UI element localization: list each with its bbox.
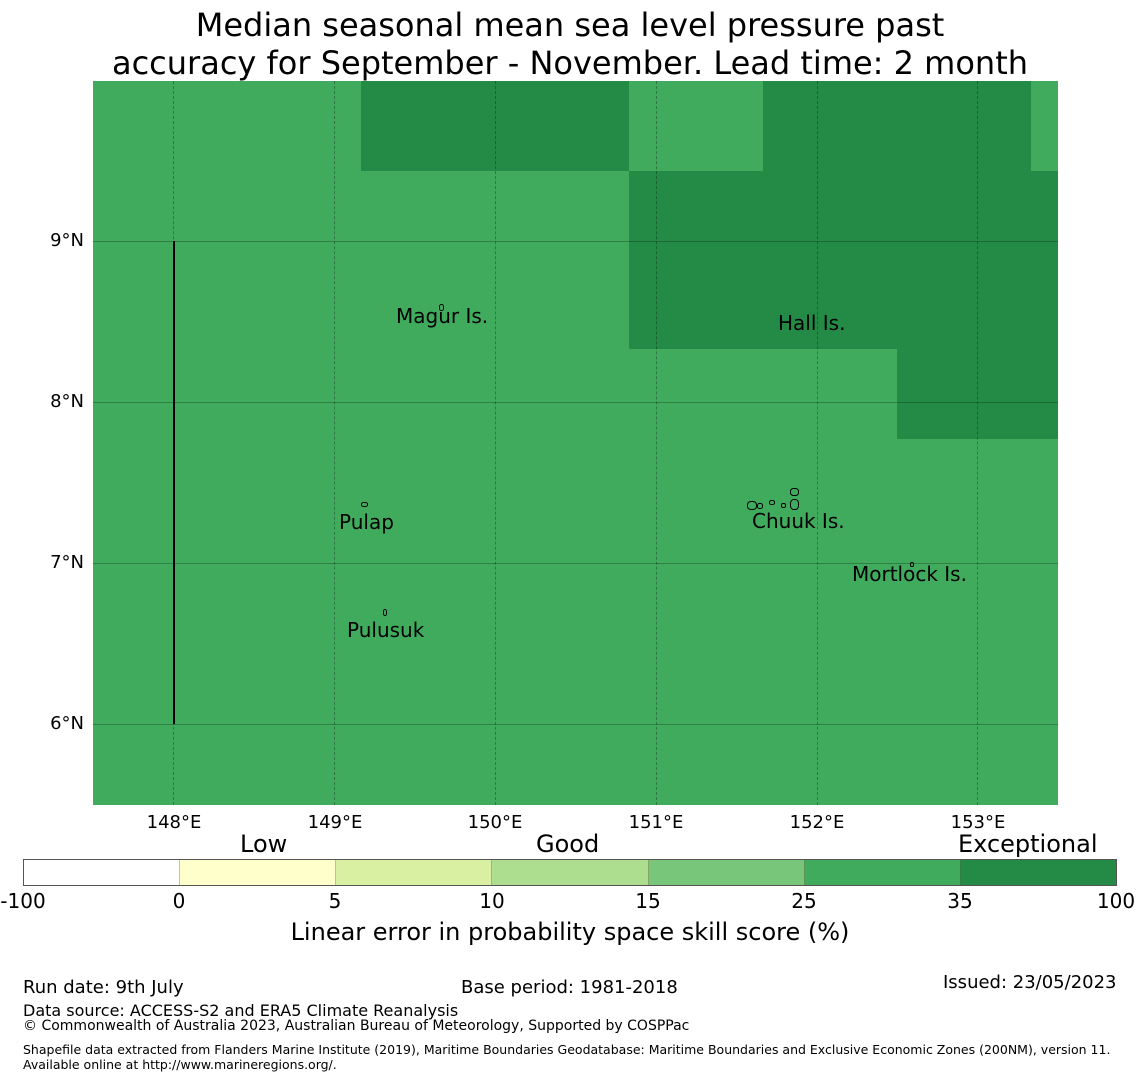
- shapefile-credit: Shapefile data extracted from Flanders M…: [23, 1042, 1111, 1072]
- lat-label-7n: 7°N: [50, 552, 84, 573]
- exceptional-region-right: [897, 349, 1058, 439]
- colorbar-segment-4: [492, 860, 649, 885]
- islet-mortlock: [910, 562, 914, 567]
- lon-label-152e: 152°E: [789, 812, 845, 833]
- lat-label-8n: 8°N: [50, 391, 84, 412]
- islet-magur: [439, 304, 444, 311]
- colorbar-segment-3: [336, 860, 493, 885]
- colorbar-tick-8: 100: [1096, 889, 1136, 913]
- place-label-pulap: Pulap: [339, 510, 394, 534]
- lon-label-151e: 151°E: [628, 812, 684, 833]
- place-label-chuuk: Chuuk Is.: [752, 509, 845, 533]
- gridline-6n: [93, 724, 1058, 725]
- colorbar-tick-3: 5: [328, 889, 342, 913]
- lon-label-149e: 149°E: [307, 812, 363, 833]
- gridline-149e: [334, 81, 335, 805]
- lat-label-9n: 9°N: [50, 230, 84, 251]
- colorbar-tick-7: 35: [947, 889, 973, 913]
- islet-pulap: [361, 502, 368, 507]
- place-label-mortlock: Mortlock Is.: [852, 562, 967, 586]
- colorbar-segment-2: [180, 860, 337, 885]
- colorbar-tick-5: 15: [635, 889, 661, 913]
- place-label-magur: Magur Is.: [396, 304, 489, 328]
- copyright-notice: © Commonwealth of Australia 2023, Austra…: [23, 1018, 690, 1034]
- title-line-2: accuracy for September - November. Lead …: [111, 44, 1029, 82]
- gridline-152e: [817, 81, 818, 805]
- issued-date: Issued: 23/05/2023: [943, 972, 1117, 993]
- place-label-pulusuk: Pulusuk: [347, 618, 425, 642]
- islet-chuuk-3: [757, 503, 763, 509]
- islet-chuuk-6: [790, 499, 799, 510]
- islet-pulusuk: [383, 609, 387, 616]
- gridline-7n: [93, 563, 1058, 564]
- exceptional-region-top-left: [361, 81, 629, 171]
- islet-chuuk-2: [747, 501, 757, 510]
- skill-map: Magur Is. Hall Is. Pulap Chuuk Is. Mortl…: [93, 81, 1058, 805]
- data-source: Data source: ACCESS-S2 and ERA5 Climate …: [23, 1001, 459, 1020]
- lat-label-6n: 6°N: [50, 713, 84, 734]
- colorbar-tick-2: 0: [172, 889, 186, 913]
- colorbar-category-good: Good: [536, 830, 600, 858]
- gridline-8n: [93, 402, 1058, 403]
- islet-chuuk-5: [781, 503, 786, 508]
- base-period: Base period: 1981-2018: [461, 977, 678, 998]
- islet-chuuk-4: [769, 500, 775, 505]
- colorbar-tick-1: -100: [0, 889, 46, 913]
- colorbar-tick-6: 25: [791, 889, 817, 913]
- title-line-1: Median seasonal mean sea level pressure …: [195, 6, 945, 44]
- colorbar-segment-6: [804, 860, 961, 885]
- skill-score-colorbar: [23, 859, 1117, 886]
- run-date: Run date: 9th July: [23, 977, 184, 998]
- exceptional-region-top-right: [763, 81, 1031, 171]
- map-title: Median seasonal mean sea level pressure …: [0, 6, 1140, 82]
- colorbar-category-exceptional: Exceptional: [958, 830, 1098, 858]
- colorbar-segment-1: [24, 860, 181, 885]
- lon-label-148e: 148°E: [146, 812, 202, 833]
- gridline-151e: [656, 81, 657, 805]
- gridline-150e: [495, 81, 496, 805]
- exceptional-region-center-right: [629, 171, 1058, 349]
- colorbar-axis-label: Linear error in probability space skill …: [290, 918, 850, 946]
- maritime-boundary-line: [173, 241, 175, 724]
- gridline-9n: [93, 241, 1058, 242]
- colorbar-segment-7: [960, 860, 1116, 885]
- place-label-hall: Hall Is.: [778, 311, 846, 335]
- colorbar-tick-4: 10: [479, 889, 505, 913]
- lon-label-153e: 153°E: [950, 812, 1006, 833]
- gridline-153e: [977, 81, 978, 805]
- islet-chuuk-1: [790, 488, 799, 496]
- colorbar-category-low: Low: [240, 830, 288, 858]
- lon-label-150e: 150°E: [467, 812, 523, 833]
- colorbar-segment-5: [648, 860, 805, 885]
